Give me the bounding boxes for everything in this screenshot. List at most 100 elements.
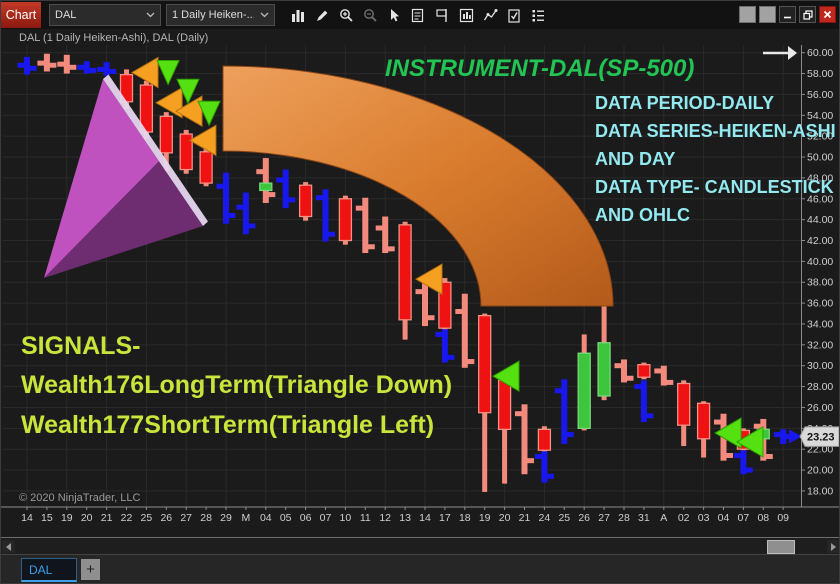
svg-text:38.00: 38.00 xyxy=(807,277,833,289)
svg-text:42.00: 42.00 xyxy=(807,235,833,247)
svg-text:29: 29 xyxy=(220,512,232,524)
svg-text:18: 18 xyxy=(459,512,471,524)
svg-text:26.00: 26.00 xyxy=(807,402,833,414)
svg-text:A: A xyxy=(660,512,667,524)
zoom-in-icon[interactable] xyxy=(334,3,358,27)
period-selector-value: 1 Daily Heiken-... xyxy=(172,9,254,21)
workspace-button-1[interactable] xyxy=(739,6,756,23)
chart-trader-icon[interactable] xyxy=(406,3,430,27)
candlestick-bars-icon[interactable] xyxy=(286,3,310,27)
draw-pencil-icon[interactable] xyxy=(310,3,334,27)
minimize-icon xyxy=(784,16,791,19)
toolbar-icon-group xyxy=(286,3,550,27)
svg-text:09: 09 xyxy=(777,512,789,524)
svg-text:30.00: 30.00 xyxy=(807,360,833,372)
svg-text:24: 24 xyxy=(539,512,551,524)
svg-text:04: 04 xyxy=(718,512,730,524)
svg-text:20: 20 xyxy=(81,512,93,524)
svg-text:58.00: 58.00 xyxy=(807,68,833,80)
chevron-down-icon xyxy=(260,12,269,18)
svg-text:21: 21 xyxy=(519,512,531,524)
scrollbar-thumb[interactable] xyxy=(767,540,795,554)
add-tab-button[interactable]: + xyxy=(81,559,100,580)
period-selector[interactable]: 1 Daily Heiken-... xyxy=(166,4,275,26)
horizontal-scrollbar[interactable] xyxy=(1,537,839,555)
svg-text:M: M xyxy=(242,512,251,524)
svg-text:20.00: 20.00 xyxy=(807,465,833,477)
svg-text:05: 05 xyxy=(280,512,292,524)
svg-text:19: 19 xyxy=(61,512,73,524)
svg-text:27: 27 xyxy=(598,512,610,524)
svg-text:22: 22 xyxy=(121,512,133,524)
tab-bar: DAL + xyxy=(1,554,839,583)
svg-text:21: 21 xyxy=(101,512,113,524)
close-icon xyxy=(823,10,832,19)
svg-text:25: 25 xyxy=(141,512,153,524)
close-button[interactable] xyxy=(819,6,836,23)
svg-text:48.00: 48.00 xyxy=(807,172,833,184)
scroll-left-icon xyxy=(6,542,11,551)
svg-text:44.00: 44.00 xyxy=(807,214,833,226)
pointer-icon[interactable] xyxy=(382,3,406,27)
svg-text:03: 03 xyxy=(698,512,710,524)
svg-text:20: 20 xyxy=(499,512,511,524)
scroll-right-button[interactable] xyxy=(827,540,839,553)
svg-text:26: 26 xyxy=(578,512,590,524)
chart-canvas[interactable]: 60.00 58.00 56.00 54.00 52.00 50.00 48.00 46.00… xyxy=(1,29,840,537)
svg-text:54.00: 54.00 xyxy=(807,110,833,122)
svg-text:28.00: 28.00 xyxy=(807,381,833,393)
svg-text:06: 06 xyxy=(300,512,312,524)
svg-text:31: 31 xyxy=(638,512,650,524)
drawing-polyline-icon[interactable] xyxy=(478,3,502,27)
minimize-button[interactable] xyxy=(779,6,796,23)
svg-text:56.00: 56.00 xyxy=(807,89,833,101)
svg-text:27: 27 xyxy=(180,512,192,524)
indicator-panel-icon[interactable] xyxy=(454,3,478,27)
svg-text:40.00: 40.00 xyxy=(807,256,833,268)
zoom-out-icon[interactable] xyxy=(358,3,382,27)
restore-button[interactable] xyxy=(799,6,816,23)
window-controls xyxy=(739,6,836,23)
scroll-left-button[interactable] xyxy=(2,540,15,553)
instrument-selector-value: DAL xyxy=(55,9,77,21)
svg-text:14: 14 xyxy=(21,512,33,524)
svg-text:34.00: 34.00 xyxy=(807,318,833,330)
svg-text:25: 25 xyxy=(558,512,570,524)
svg-text:28: 28 xyxy=(618,512,630,524)
svg-text:19: 19 xyxy=(479,512,491,524)
svg-text:08: 08 xyxy=(757,512,769,524)
svg-text:12: 12 xyxy=(379,512,391,524)
svg-text:50.00: 50.00 xyxy=(807,152,833,164)
svg-text:04: 04 xyxy=(260,512,272,524)
alert-flag-icon[interactable] xyxy=(430,3,454,27)
svg-text:02: 02 xyxy=(678,512,690,524)
properties-list-icon[interactable] xyxy=(526,3,550,27)
svg-text:28: 28 xyxy=(200,512,212,524)
toolbar: Chart DAL 1 Daily Heiken-... xyxy=(1,1,839,30)
tab-dal[interactable]: DAL xyxy=(21,558,77,582)
chevron-down-icon xyxy=(146,12,155,18)
scroll-right-icon xyxy=(831,542,836,551)
svg-text:36.00: 36.00 xyxy=(807,298,833,310)
svg-text:32.00: 32.00 xyxy=(807,339,833,351)
svg-text:11: 11 xyxy=(360,512,371,524)
workspace-button-2[interactable] xyxy=(759,6,776,23)
strategy-check-icon[interactable] xyxy=(502,3,526,27)
svg-text:18.00: 18.00 xyxy=(807,485,833,497)
svg-text:14: 14 xyxy=(419,512,431,524)
chart-window-tab[interactable]: Chart xyxy=(1,2,41,28)
restore-icon xyxy=(802,9,813,20)
svg-text:15: 15 xyxy=(41,512,53,524)
svg-text:13: 13 xyxy=(399,512,411,524)
price-marker-label: 23.23 xyxy=(807,431,835,443)
svg-text:10: 10 xyxy=(340,512,352,524)
svg-text:46.00: 46.00 xyxy=(807,193,833,205)
svg-text:07: 07 xyxy=(320,512,332,524)
svg-text:26: 26 xyxy=(160,512,172,524)
svg-text:60.00: 60.00 xyxy=(807,47,833,59)
svg-text:52.00: 52.00 xyxy=(807,131,833,143)
svg-text:07: 07 xyxy=(738,512,750,524)
instrument-selector[interactable]: DAL xyxy=(49,4,161,26)
svg-text:17: 17 xyxy=(439,512,451,524)
